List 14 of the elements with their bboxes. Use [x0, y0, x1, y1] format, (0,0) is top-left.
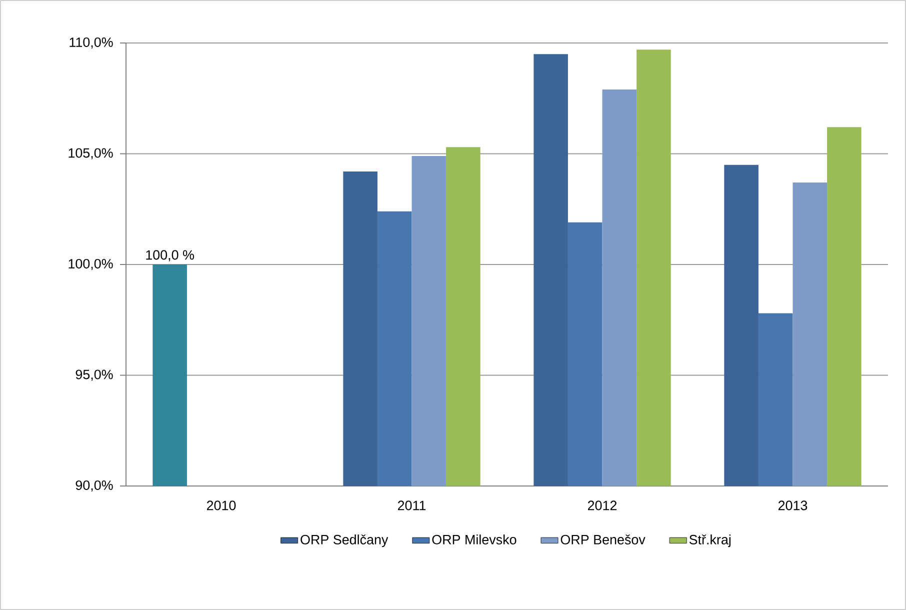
x-tick-label: 2011 — [398, 500, 426, 510]
y-tick-label: 100,0% — [68, 258, 113, 270]
x-tick-label: 2013 — [778, 500, 808, 510]
y-tick-label: 110,0% — [70, 37, 113, 49]
legend-label: ORP Milevsko — [432, 534, 516, 544]
y-tick-label: 105,0% — [68, 148, 113, 160]
x-tick-label: 2010 — [206, 500, 236, 510]
y-tick-label: 90,0% — [76, 480, 113, 492]
legend-label: ORP Benešov — [560, 534, 646, 544]
legend-label: ORP Sedlčany — [300, 534, 388, 548]
y-tick-label: 95,0% — [76, 370, 113, 381]
x-tick-label: 2012 — [588, 500, 617, 510]
legend-label: Stř.kraj — [689, 534, 730, 548]
data-label: 100,0 % — [146, 250, 194, 262]
